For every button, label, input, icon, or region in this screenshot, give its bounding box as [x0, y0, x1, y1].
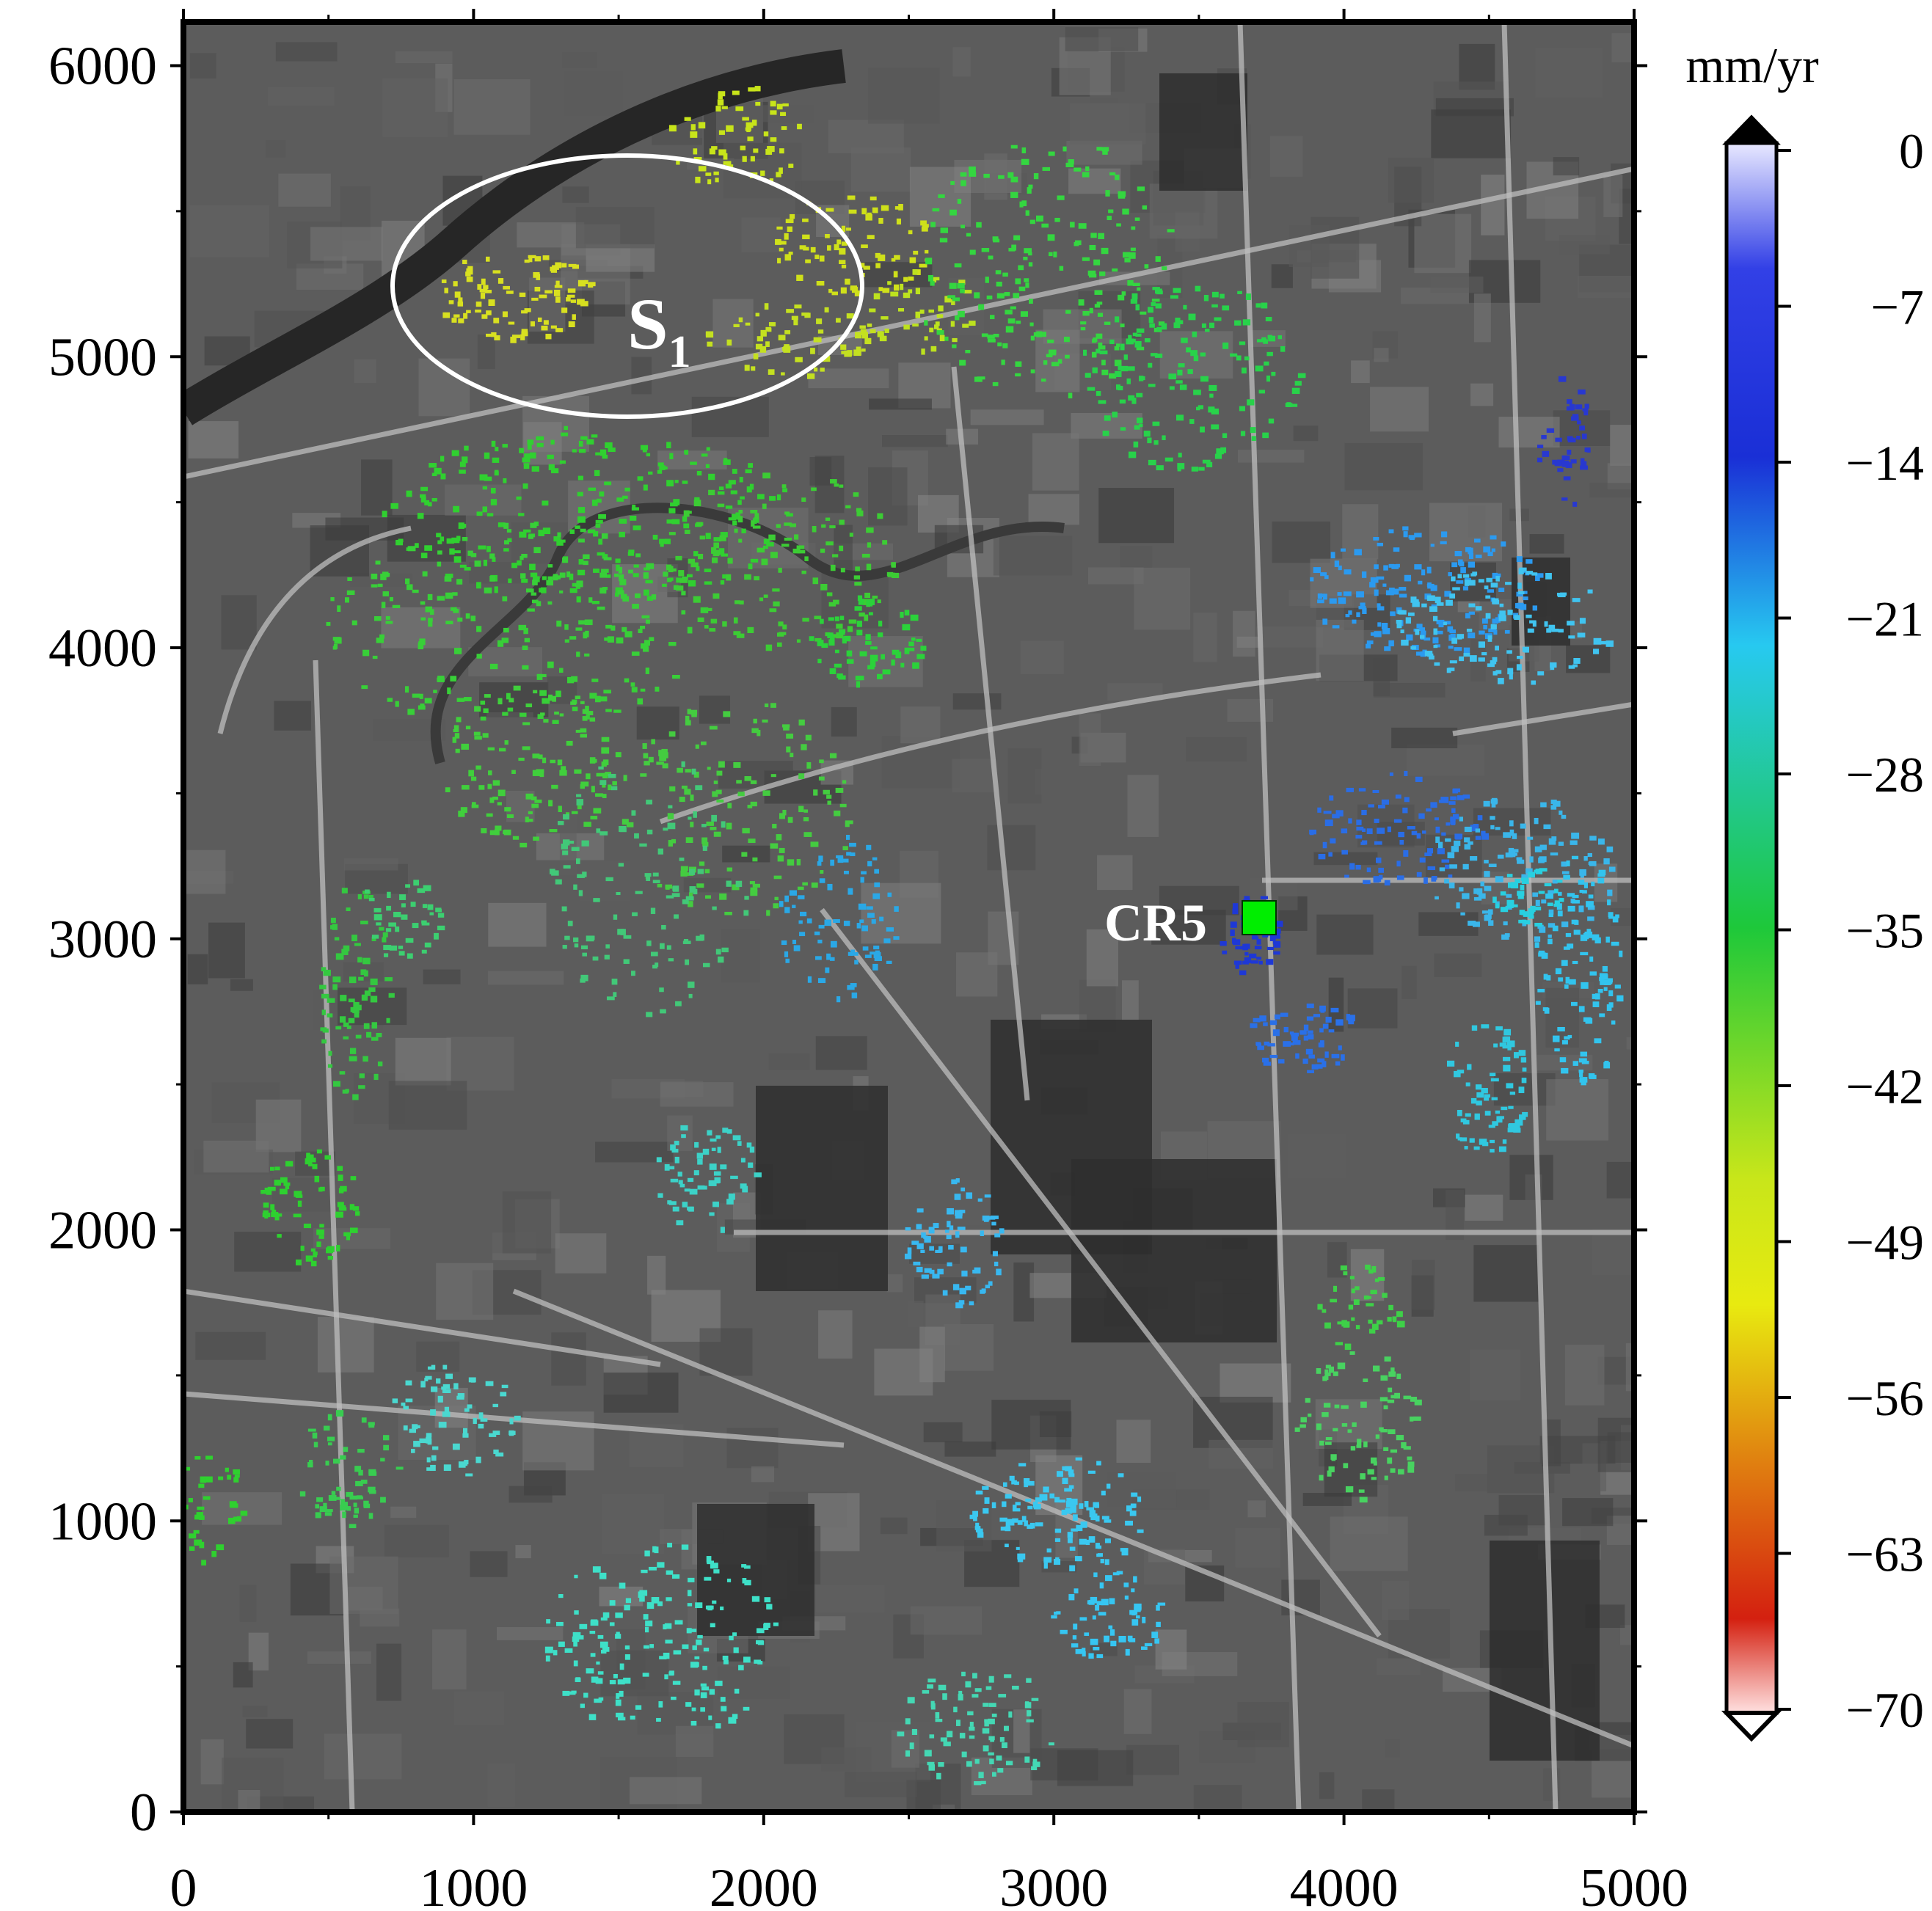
colorbar-ticks: 0 −7 −14 −21 −28 −35 −42 −49 −56 −63 −70	[1776, 123, 1924, 1738]
colorbar-tick-label: −28	[1846, 747, 1924, 803]
x-tick-label: 5000	[1580, 1858, 1688, 1911]
y-tick-label: 6000	[48, 37, 157, 97]
colorbar-tick-label: −42	[1846, 1059, 1924, 1114]
colorbar-tick-label: −21	[1846, 591, 1924, 647]
colorbar-unit-label: mm/yr	[1685, 37, 1819, 93]
y-tick-label: 1000	[48, 1491, 157, 1552]
cr5-point-marker	[1242, 900, 1277, 935]
colorbar-tick-label: −56	[1846, 1370, 1924, 1426]
y-tick-label: 3000	[48, 910, 157, 970]
colorbar-tick-label: 0	[1899, 123, 1924, 179]
x-tick-label: 1000	[419, 1858, 528, 1911]
x-tick-label: 4000	[1290, 1858, 1399, 1911]
colorbar-tick-label: −63	[1846, 1527, 1924, 1582]
y-tick-label: 4000	[48, 618, 157, 679]
s1-region-ellipse	[390, 153, 864, 419]
y-tick-label: 5000	[48, 327, 157, 387]
colorbar-tick-label: −35	[1846, 903, 1924, 959]
x-tick-label: 0	[170, 1858, 197, 1911]
s1-region-label: S1	[627, 283, 691, 377]
y-tick-label: 2000	[48, 1201, 157, 1261]
map-panel: S1 CR5 0 1000 2000 3000 4000 5000 0 1000 2000 30…	[48, 9, 1688, 1911]
colorbar-tick-label: −14	[1846, 435, 1924, 491]
x-axis: 0 1000 2000 3000 4000 5000	[170, 9, 1688, 1911]
colorbar: mm/yr 0 −7 −14 −21 −28 −35 −42 −49 −56 −63 −70	[1685, 37, 1924, 1742]
x-tick-label: 3000	[999, 1858, 1108, 1911]
deformation-points-layer	[183, 86, 1624, 1786]
colorbar-tick-label: −70	[1846, 1682, 1924, 1738]
colorbar-tick-label: −7	[1871, 279, 1924, 335]
colorbar-gradient	[1724, 141, 1779, 1715]
x-tick-label: 2000	[710, 1858, 818, 1911]
colorbar-tick-label: −49	[1846, 1215, 1924, 1271]
y-axis: 0 1000 2000 3000 4000 5000 6000	[48, 37, 1647, 1843]
y-tick-label: 0	[130, 1783, 157, 1843]
colorbar-top-triangle	[1722, 114, 1781, 145]
cr5-point-label: CR5	[1104, 894, 1207, 952]
colorbar-bottom-triangle	[1721, 1711, 1782, 1742]
